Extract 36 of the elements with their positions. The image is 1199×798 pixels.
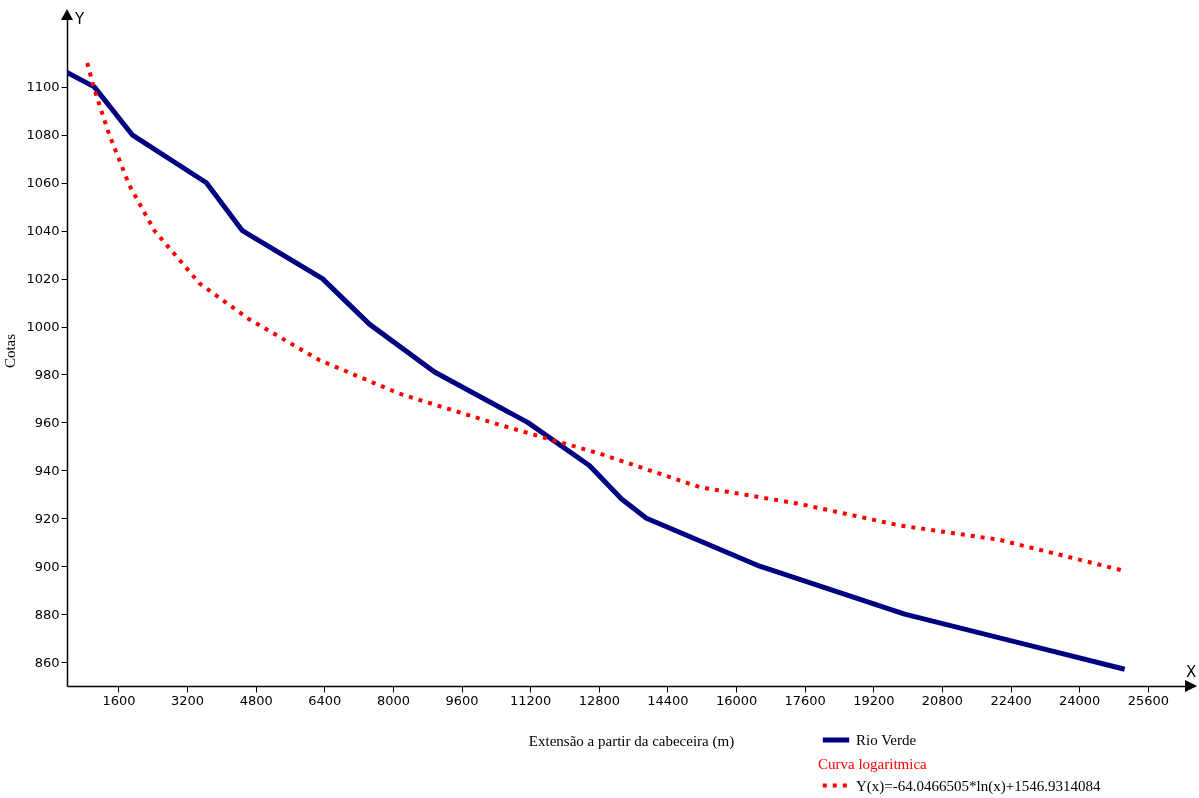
y-tick-label: 940 [34, 462, 60, 478]
x-tick-label: 3200 [171, 692, 205, 708]
y-tick-label: 1080 [26, 127, 60, 143]
x-tick-label: 1600 [102, 692, 136, 708]
x-axis-title: Extensão a partir da cabeceira (m) [528, 732, 735, 750]
y-axis-title: Cotas [2, 333, 19, 369]
legend-label: Rio Verde [856, 732, 917, 748]
x-tick-label: 6400 [308, 692, 342, 708]
annotation: X [1186, 663, 1197, 681]
x-tick-label: 25600 [1127, 692, 1169, 708]
y-tick-label: 860 [34, 654, 60, 670]
x-tick-label: 16000 [715, 692, 758, 708]
x-tick-label: 4800 [239, 692, 273, 708]
x-tick-label: 14400 [647, 692, 689, 708]
x-tick-label: 8000 [376, 692, 411, 708]
x-tick-label: 17600 [784, 692, 826, 708]
y-tick-label: 980 [34, 366, 60, 382]
y-tick-label: 960 [34, 414, 60, 430]
y-tick-label: 880 [34, 606, 60, 622]
annotation: Y [74, 10, 85, 28]
text: Curva logaritmica [818, 756, 928, 772]
y-tick-label: 1060 [26, 175, 60, 191]
y-tick-label: 1040 [26, 223, 60, 239]
x-tick-label: 22400 [990, 692, 1032, 708]
x-tick-label: 9600 [445, 692, 479, 708]
y-tick-label: 900 [34, 558, 60, 574]
y-tick-label: 1020 [26, 271, 60, 287]
x-tick-label: 11200 [510, 692, 552, 708]
x-tick-label: 20800 [921, 692, 964, 708]
legend-label: Y(x)=-64.0466505*ln(x)+1546.9314084 [856, 777, 1101, 795]
x-tick-label: 12800 [578, 692, 621, 708]
x-tick-label: 19200 [853, 692, 895, 708]
y-tick-label: 920 [34, 510, 60, 526]
x-tick-label: 24000 [1059, 692, 1101, 708]
y-tick-label: 1000 [26, 319, 60, 335]
y-tick-label: 1100 [26, 79, 60, 95]
